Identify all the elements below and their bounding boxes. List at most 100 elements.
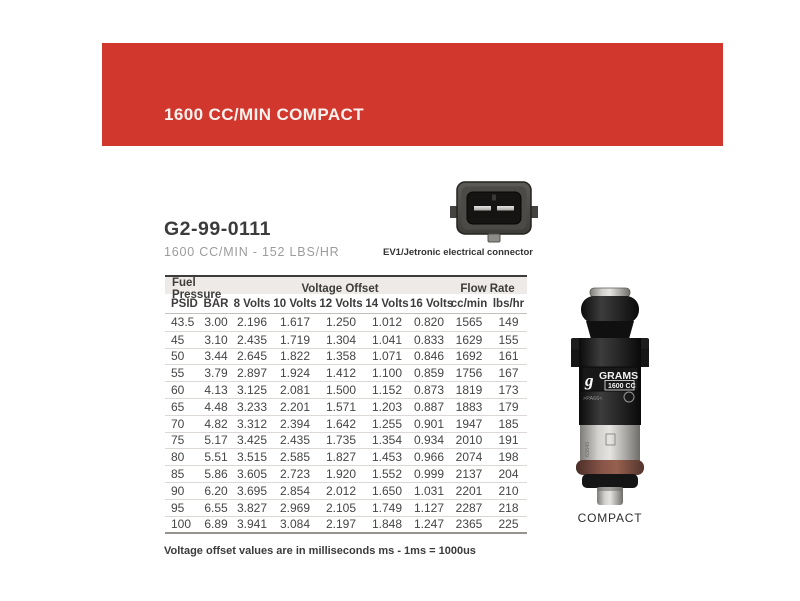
table-cell: 1.354 [371, 433, 403, 448]
title-banner: 1600 CC/MIN COMPACT [102, 43, 723, 146]
table-row: 100 6.89 3.941 3.084 2.197 1.848 1.247 2365 225 [165, 515, 527, 533]
table-cell: 1.031 [413, 483, 445, 498]
table-cell: 191 [498, 433, 519, 448]
table-cell: 2365 [455, 517, 483, 532]
flow-spec-table: Fuel Pressure Voltage Offset Flow Rate P… [165, 275, 527, 535]
table-cell: 1.304 [325, 332, 357, 347]
table-cell: 2.012 [325, 483, 357, 498]
table-cell: 2.196 [236, 315, 268, 330]
table-cell: 4.48 [204, 399, 228, 414]
table-cell: 179 [498, 399, 519, 414]
table-cell: 0.934 [413, 433, 445, 448]
table-row: 60 4.13 3.125 2.081 1.500 1.152 0.873 1819 173 [165, 381, 527, 398]
table-cell: 3.084 [279, 517, 311, 532]
ev1-connector-icon [450, 179, 538, 243]
column-header: cc/min [450, 297, 488, 310]
table-cell: 1.203 [371, 399, 403, 414]
table-row: 80 5.51 3.515 2.585 1.827 1.453 0.966 2074 198 [165, 448, 527, 465]
table-cell: 2201 [455, 483, 483, 498]
table-cell: 204 [498, 467, 519, 482]
table-cell: 2.969 [279, 500, 311, 515]
table-row: 50 3.44 2.645 1.822 1.358 1.071 0.846 1692 161 [165, 347, 527, 365]
injector-caption: COMPACT [577, 511, 643, 525]
table-cell: 173 [498, 383, 519, 398]
table-cell: 3.233 [236, 399, 268, 414]
table-cell: 2.723 [279, 467, 311, 482]
page-title: 1600 CC/MIN COMPACT [164, 105, 364, 124]
table-row: 70 4.82 3.312 2.394 1.642 1.255 0.901 1947 185 [165, 414, 527, 432]
cert-mark-icon [623, 391, 635, 403]
table-cell: 1819 [455, 383, 483, 398]
table-cell: 1.924 [279, 366, 311, 381]
column-header: lbs/hr [492, 297, 525, 310]
group-header-fuel-pressure: Fuel Pressure [172, 277, 222, 301]
group-header-voltage-offset: Voltage Offset [301, 283, 379, 295]
table-cell: 3.312 [236, 416, 268, 431]
table-cell: 1.920 [325, 467, 357, 482]
table-cell: 198 [498, 450, 519, 465]
column-header: 12 Volts [319, 297, 363, 310]
group-header-flow-rate: Flow Rate [460, 283, 515, 295]
table-cell: 0.820 [413, 315, 445, 330]
table-cell: 1.848 [371, 517, 403, 532]
table-cell: 1.247 [413, 517, 445, 532]
table-cell: 0.887 [413, 399, 445, 414]
table-cell: 210 [498, 483, 519, 498]
table-row: 95 6.55 3.827 2.969 2.105 1.749 1.127 2287 218 [165, 498, 527, 516]
table-cell: 2287 [455, 500, 483, 515]
table-cell: 90 [171, 483, 185, 498]
table-cell: 2010 [455, 433, 483, 448]
table-cell: 0.846 [413, 349, 445, 364]
table-cell: 0.999 [413, 467, 445, 482]
table-cell: 2074 [455, 450, 483, 465]
table-cell: 155 [498, 332, 519, 347]
table-cell: 0.873 [413, 383, 445, 398]
table-cell: 1.012 [371, 315, 403, 330]
table-cell: 1.152 [371, 383, 403, 398]
table-cell: 75 [171, 433, 185, 448]
table-cell: 0.901 [413, 416, 445, 431]
table-cell: 3.425 [236, 433, 268, 448]
table-cell: 5.17 [204, 433, 228, 448]
table-cell: 3.827 [236, 500, 268, 515]
table-cell: 161 [498, 349, 519, 364]
part-number: G2-99-0111 [164, 218, 271, 240]
table-cell: 1756 [455, 366, 483, 381]
table-cell: 1.453 [371, 450, 403, 465]
table-cell: 218 [498, 500, 519, 515]
table-cell: 1.749 [371, 500, 403, 515]
table-row: 43.5 3.00 2.196 1.617 1.250 1.012 0.820 1565 149 [165, 314, 527, 331]
table-cell: 1.552 [371, 467, 403, 482]
table-cell: 3.941 [236, 517, 268, 532]
table-cell: 6.89 [204, 517, 228, 532]
serial-marking: 63545 [585, 442, 591, 457]
table-cell: 5.86 [204, 467, 228, 482]
grams-logo-icon: g [584, 371, 594, 390]
column-header: 16 Volts [410, 297, 454, 310]
table-body: 43.5 3.00 2.196 1.617 1.250 1.012 0.820 1565 149… [165, 314, 527, 535]
table-cell: 4.13 [204, 383, 228, 398]
table-row: 45 3.10 2.435 1.719 1.304 1.041 0.833 1629 155 [165, 330, 527, 348]
table-cell: 1.071 [371, 349, 403, 364]
table-cell: 1.412 [325, 366, 357, 381]
table-cell: 1.735 [325, 433, 357, 448]
table-cell: 185 [498, 416, 519, 431]
table-cell: 2.854 [279, 483, 311, 498]
column-header: 10 Volts [273, 297, 317, 310]
table-row: 65 4.48 3.233 2.201 1.571 1.203 0.887 1883 179 [165, 397, 527, 415]
table-row: 90 6.20 3.695 2.854 2.012 1.650 1.031 2201 210 [165, 481, 527, 499]
table-cell: 3.605 [236, 467, 268, 482]
column-header: PSID [171, 297, 198, 310]
column-header: BAR [203, 297, 229, 310]
table-cell: 149 [498, 315, 519, 330]
table-cell: 1.500 [325, 383, 357, 398]
material-marking: >PA66< [583, 396, 602, 402]
injector-brand-label: GRAMS [599, 370, 638, 382]
table-cell: 3.10 [204, 332, 228, 347]
table-cell: 6.20 [204, 483, 228, 498]
table-cell: 3.695 [236, 483, 268, 498]
table-cell: 225 [498, 517, 519, 532]
table-cell: 2.897 [236, 366, 268, 381]
table-cell: 1883 [455, 399, 483, 414]
table-cell: 0.859 [413, 366, 445, 381]
